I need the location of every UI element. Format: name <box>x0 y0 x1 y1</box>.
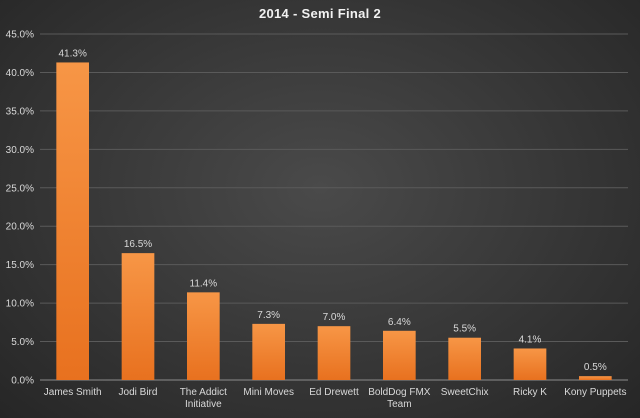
data-labels: 41.3% 16.5% 11.4% 7.3% 7.0% 6.4% 5.5% 4.1% 0.5% <box>58 48 606 373</box>
x-tick-label: Jodi Bird <box>119 387 158 398</box>
data-label: 5.5% <box>453 324 476 335</box>
bar <box>448 337 481 380</box>
x-tick-label: Kony Puppets <box>564 387 626 398</box>
x-tick-label: BoldDog FMX Team <box>368 387 431 410</box>
y-tick-label: 30.0% <box>6 145 34 156</box>
y-tick-label: 10.0% <box>6 299 34 310</box>
bar <box>56 62 89 381</box>
data-label: 0.5% <box>584 362 607 373</box>
y-tick-label: 5.0% <box>11 337 34 348</box>
data-label: 4.1% <box>519 334 542 345</box>
y-tick-label: 45.0% <box>6 30 34 41</box>
x-tick-label: SweetChix <box>441 387 489 398</box>
bar <box>383 330 416 380</box>
data-label: 16.5% <box>124 239 152 250</box>
bar <box>187 292 220 380</box>
data-label: 6.4% <box>388 317 411 328</box>
x-axis: James Smith Jodi Bird The Addict Initiative… <box>44 387 627 410</box>
bar <box>121 253 155 380</box>
x-tick-label: The Addict Initiative <box>180 387 227 410</box>
x-tick-label: Ed Drewett <box>309 387 359 398</box>
y-tick-label: 25.0% <box>6 183 34 194</box>
data-label: 41.3% <box>58 48 86 59</box>
y-tick-label: 20.0% <box>6 222 34 233</box>
y-tick-label: 0.0% <box>11 376 34 387</box>
y-axis: 0.0% 5.0% 10.0% 15.0% 20.0% 25.0% 30.0% 35.0% 40… <box>6 30 34 387</box>
bar <box>252 323 285 380</box>
x-tick-label: James Smith <box>44 387 102 398</box>
x-tick-label: Ricky K <box>513 387 547 398</box>
x-tick-label: Mini Moves <box>243 387 294 398</box>
y-tick-label: 35.0% <box>6 106 34 117</box>
chart-title: 2014 - Semi Final 2 <box>258 6 382 21</box>
bars <box>56 62 612 381</box>
y-tick-label: 15.0% <box>6 260 34 271</box>
data-label: 7.3% <box>257 310 280 321</box>
data-label: 11.4% <box>190 278 218 289</box>
bar <box>317 326 351 380</box>
bar <box>579 376 612 380</box>
bar <box>513 348 547 380</box>
data-label: 7.0% <box>323 312 346 323</box>
y-tick-label: 40.0% <box>6 68 34 79</box>
